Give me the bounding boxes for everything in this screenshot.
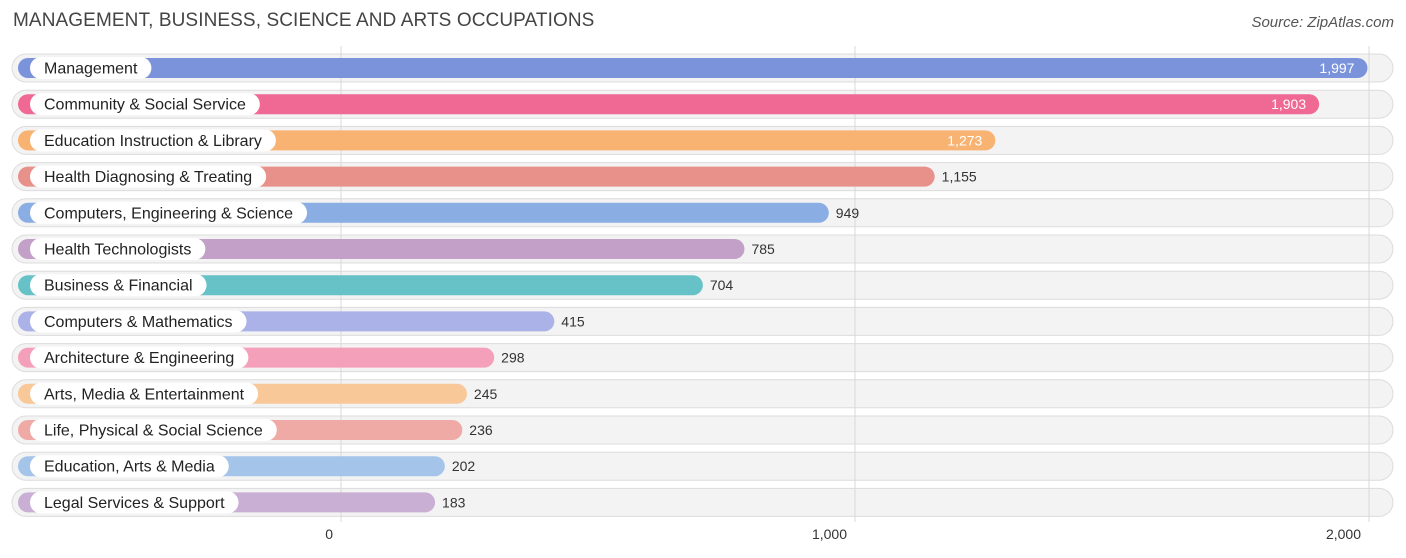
x-axis-ticks: 0 1,000 2,000 [325,526,1361,542]
category-label-group: Legal Services & Support [30,491,239,514]
category-label-background [30,129,276,152]
category-label-group: Management [30,57,152,79]
category-label-group: Business & Financial [30,274,207,297]
category-label-group: Computers, Engineering & Science [30,201,308,224]
category-label-background [30,419,277,441]
category-label: Architecture & Engineering [44,350,234,367]
bar[interactable] [18,94,1320,115]
value-label: 1,273 [947,132,982,148]
value-label: 245 [474,386,498,402]
category-label-background [30,346,249,369]
value-label: 785 [751,241,775,257]
category-label-background [30,310,247,333]
category-label-background [30,93,260,116]
category-label: Management [44,61,138,78]
bars: Management 1,997 Community & Social Servic… [18,57,1368,514]
value-label: 1,997 [1319,60,1354,76]
value-label: 949 [836,205,860,221]
category-label-group: Health Diagnosing & Treating [30,165,267,188]
chart-title: MANAGEMENT, BUSINESS, SCIENCE AND ARTS O… [13,10,595,31]
value-label: 183 [442,494,466,510]
category-label-group: Life, Physical & Social Science [30,419,277,441]
category-label: Education Instruction & Library [44,133,262,150]
category-label-group: Arts, Media & Entertainment [30,382,259,405]
category-label: Community & Social Service [44,97,246,114]
category-label: Education, Arts & Media [44,459,215,476]
category-label-group: Computers & Mathematics [30,310,247,333]
category-label-background [30,165,267,188]
category-label-background [30,238,206,260]
bar[interactable] [18,58,1368,78]
category-label-group: Health Technologists [30,238,206,260]
category-label-group: Community & Social Service [30,93,260,116]
x-tick-label: 2,000 [1326,526,1361,542]
value-label: 202 [452,458,476,474]
category-label-background [30,455,229,478]
category-label-background [30,57,152,79]
category-label: Life, Physical & Social Science [44,423,263,440]
category-label: Computers, Engineering & Science [44,205,293,222]
value-label: 236 [469,422,493,438]
x-tick-label: 1,000 [812,526,847,542]
category-label: Arts, Media & Entertainment [44,386,245,403]
category-label: Legal Services & Support [44,495,225,512]
category-label-background [30,382,259,405]
category-label-group: Education, Arts & Media [30,455,229,478]
value-label: 704 [710,277,734,293]
value-label: 298 [501,350,525,366]
value-label: 415 [561,313,585,329]
category-label: Computers & Mathematics [44,314,233,331]
value-label: 1,903 [1271,96,1306,112]
category-label-background [30,201,308,224]
value-label: 1,155 [942,169,977,185]
category-label-group: Architecture & Engineering [30,346,249,369]
category-label-group: Education Instruction & Library [30,129,276,152]
source-note: Source: ZipAtlas.com [1251,14,1394,31]
category-label-background [30,491,239,514]
category-label-background [30,274,207,297]
category-label: Health Technologists [44,242,191,259]
category-label: Health Diagnosing & Treating [44,169,252,186]
x-tick-label: 0 [325,526,333,542]
category-label: Business & Financial [44,278,193,295]
